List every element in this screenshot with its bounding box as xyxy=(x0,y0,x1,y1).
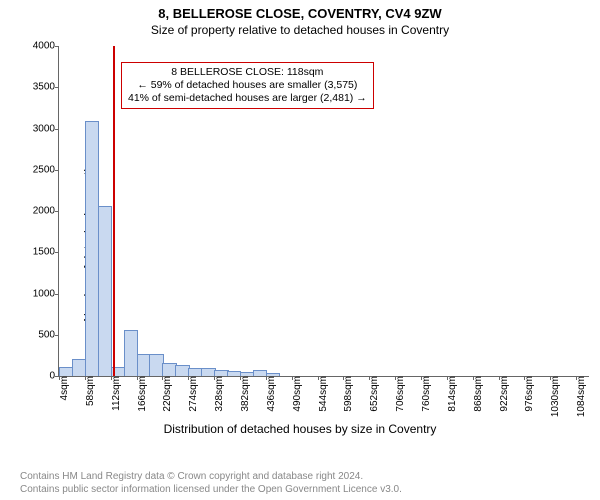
chart-title: 8, BELLEROSE CLOSE, COVENTRY, CV4 9ZW xyxy=(0,0,600,21)
x-tick-label: 1084sqm xyxy=(576,376,587,417)
y-tick-mark xyxy=(55,211,59,212)
histogram-bar xyxy=(266,373,280,376)
x-tick-label: 814sqm xyxy=(447,376,458,412)
x-tick-label: 166sqm xyxy=(137,376,148,412)
y-tick-mark xyxy=(55,170,59,171)
y-tick-mark xyxy=(55,129,59,130)
y-tick-mark xyxy=(55,252,59,253)
chart-area: Number of detached properties 0500100015… xyxy=(0,38,600,440)
annotation-line: 8 BELLEROSE CLOSE: 118sqm xyxy=(128,66,367,79)
y-tick-mark xyxy=(55,294,59,295)
x-tick-label: 976sqm xyxy=(524,376,535,412)
x-tick-label: 328sqm xyxy=(214,376,225,412)
y-tick-mark xyxy=(55,46,59,47)
x-tick-label: 706sqm xyxy=(395,376,406,412)
reference-line xyxy=(113,46,115,376)
x-tick-label: 490sqm xyxy=(292,376,303,412)
footer-line-2: Contains public sector information licen… xyxy=(20,484,402,497)
x-tick-label: 436sqm xyxy=(266,376,277,412)
footer-attribution: Contains HM Land Registry data © Crown c… xyxy=(20,471,402,496)
annotation-line: 41% of semi-detached houses are larger (… xyxy=(128,92,367,105)
x-tick-label: 112sqm xyxy=(111,376,122,411)
x-tick-label: 760sqm xyxy=(421,376,432,412)
y-tick-mark xyxy=(55,335,59,336)
histogram-bar xyxy=(98,206,112,376)
x-tick-label: 598sqm xyxy=(343,376,354,412)
x-axis-label: Distribution of detached houses by size … xyxy=(0,422,600,436)
annotation-box: 8 BELLEROSE CLOSE: 118sqm← 59% of detach… xyxy=(121,62,374,109)
x-tick-label: 4sqm xyxy=(59,376,70,400)
x-tick-label: 544sqm xyxy=(318,376,329,412)
x-tick-label: 274sqm xyxy=(188,376,199,412)
chart-container: 8, BELLEROSE CLOSE, COVENTRY, CV4 9ZW Si… xyxy=(0,0,600,500)
x-tick-label: 1030sqm xyxy=(550,376,561,417)
x-tick-label: 382sqm xyxy=(240,376,251,412)
x-tick-label: 220sqm xyxy=(162,376,173,412)
x-tick-label: 922sqm xyxy=(499,376,510,412)
x-tick-label: 58sqm xyxy=(85,376,96,406)
y-tick-mark xyxy=(55,87,59,88)
x-tick-label: 652sqm xyxy=(369,376,380,412)
annotation-line: ← 59% of detached houses are smaller (3,… xyxy=(128,79,367,92)
footer-line-1: Contains HM Land Registry data © Crown c… xyxy=(20,471,402,484)
x-tick-label: 868sqm xyxy=(473,376,484,412)
plot-area: 050010001500200025003000350040004sqm58sq… xyxy=(58,46,589,377)
